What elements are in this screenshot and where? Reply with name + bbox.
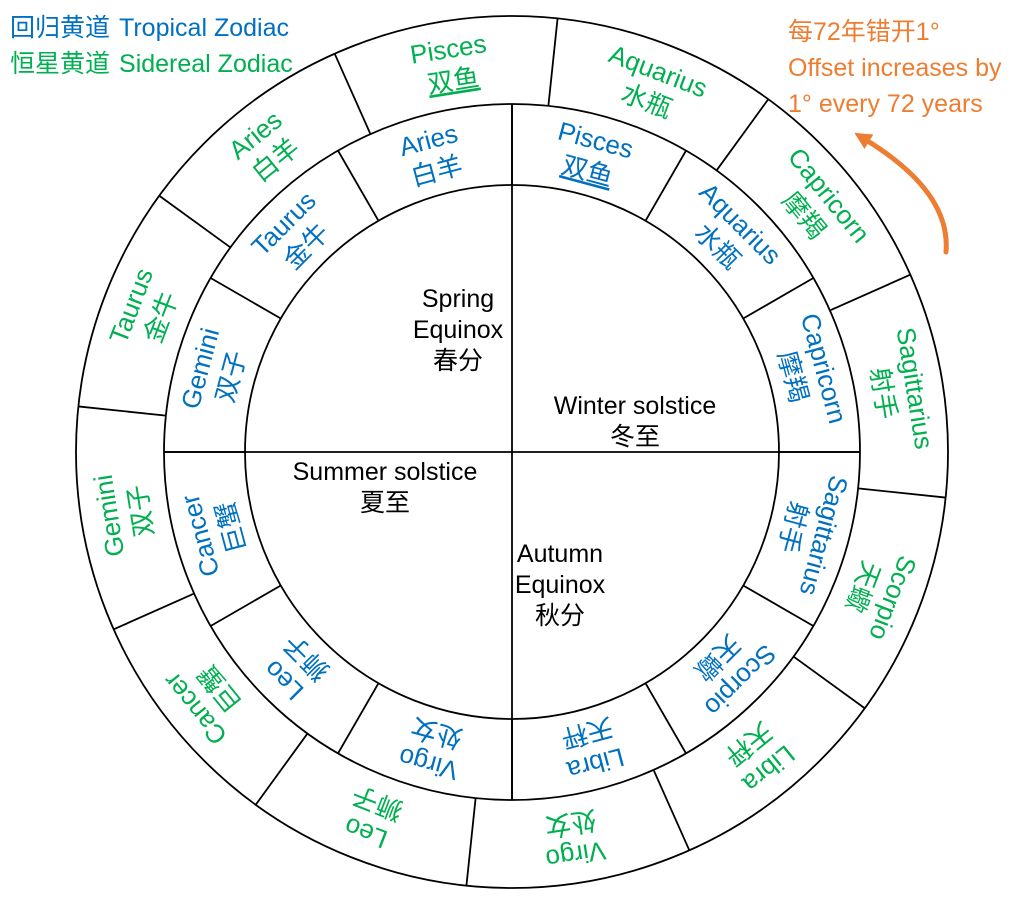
sidereal-boundary-1 (715, 98, 770, 171)
winter-solstice-label-line: Winter solstice (554, 392, 717, 420)
autumn-equinox-label-line: 秋分 (535, 602, 585, 630)
sidereal-sign-gemini: Gemini双子 (88, 468, 162, 559)
spring-equinox-label-line: Equinox (413, 316, 504, 344)
legend: 回归黄道 Tropical Zodiac 恒星黄道 Sidereal Zodiac (10, 10, 293, 82)
winter-solstice-label-line: 冬至 (610, 423, 660, 451)
tropical-sign-libra: Libra天秤 (555, 711, 627, 786)
tropical-sign-scorpio: Scorpio天蠍 (676, 616, 782, 722)
sidereal-sign-scorpio: Scorpio天蠍 (833, 540, 922, 645)
autumn-equinox-label-line: Equinox (515, 571, 606, 599)
tropical-sign-virgo: Virgo处女 (395, 711, 469, 786)
tropical-sign-cancer: Cancer巨蟹 (175, 483, 257, 580)
legend-sidereal: 恒星黄道 Sidereal Zodiac (10, 46, 293, 82)
sidereal-sign-libra: Libra天秤 (716, 714, 800, 799)
tropical-boundary-2 (742, 277, 814, 320)
winter-solstice-label: Winter solstice 冬至 (554, 392, 717, 451)
sign-zh: 双鱼 (425, 62, 481, 100)
sign-zh: 射手 (865, 365, 903, 421)
sign-en: Gemini (88, 473, 131, 559)
tropical-boundary-7 (337, 682, 380, 754)
sidereal-sign-pisces: Pisces双鱼 (408, 28, 493, 101)
precession-arrowhead (854, 132, 874, 149)
legend-tropical: 回归黄道 Tropical Zodiac (10, 10, 293, 46)
summer-solstice-label: Summer solstice 夏至 (293, 458, 478, 517)
spring-equinox-label-line: 春分 (433, 347, 483, 375)
sidereal-boundary-10 (158, 194, 231, 249)
spring-equinox-label-line: Spring (422, 285, 494, 313)
precession-annotation-en1: Offset increases by (788, 54, 1002, 82)
sidereal-boundary-0 (547, 18, 559, 107)
legend-tropical-en: Tropical Zodiac (119, 14, 289, 42)
legend-tropical-zh: 回归黄道 (10, 14, 111, 42)
sidereal-boundary-4 (793, 655, 866, 710)
tropical-boundary-5 (644, 682, 687, 754)
sidereal-sign-taurus: Taurus金牛 (103, 264, 189, 359)
sidereal-sign-aries: Aries白羊 (223, 105, 308, 190)
autumn-equinox-label-line: Autumn (517, 540, 603, 568)
sign-zh: 双子 (122, 483, 160, 539)
tropical-boundary-11 (337, 150, 380, 222)
tropical-boundary-4 (742, 584, 814, 627)
legend-sidereal-zh: 恒星黄道 (10, 50, 111, 78)
sidereal-boundary-9 (78, 405, 167, 417)
spring-equinox-label: Spring Equinox 春分 (413, 285, 504, 375)
sidereal-boundary-8 (113, 592, 195, 631)
tropical-sign-aquarius: Aquarius水瓶 (671, 177, 787, 293)
sidereal-boundary-5 (652, 769, 691, 851)
precession-annotation-zh: 每72年错开1° (788, 18, 940, 46)
tropical-sign-aries: Aries白羊 (396, 118, 469, 193)
summer-solstice-label-line: 夏至 (360, 489, 410, 517)
autumn-equinox-label: Autumn Equinox 秋分 (515, 540, 606, 630)
sidereal-boundary-11 (333, 53, 372, 135)
sidereal-sign-sagittarius: Sagittarius射手 (859, 325, 939, 456)
sidereal-sign-leo: Leo狮子 (336, 780, 407, 857)
tropical-sign-gemini: Gemini双子 (175, 325, 256, 421)
precession-annotation: 每72年错开1° Offset increases by 1° every 72… (788, 14, 1002, 122)
sidereal-boundary-3 (857, 487, 946, 499)
sidereal-boundary-2 (829, 273, 911, 312)
summer-solstice-label-line: Summer solstice (293, 458, 478, 486)
tropical-sign-taurus: Taurus金牛 (245, 185, 344, 284)
outer-circle (75, 15, 949, 889)
tropical-boundary-10 (210, 277, 282, 320)
sidereal-boundary-7 (254, 733, 309, 806)
sidereal-sign-virgo: Virgo处女 (539, 804, 608, 875)
precession-arrow (863, 137, 949, 255)
sign-zh: 处女 (543, 805, 599, 843)
sidereal-sign-cancer: Cancer巨蟹 (157, 646, 258, 750)
legend-sidereal-en: Sidereal Zodiac (119, 50, 293, 78)
precession-annotation-en2: 1° every 72 years (788, 90, 983, 118)
tropical-boundary-8 (210, 584, 282, 627)
sidereal-boundary-6 (465, 797, 477, 886)
tropical-sign-pisces: Pisces双鱼 (546, 116, 636, 196)
tropical-boundary-1 (644, 150, 687, 222)
